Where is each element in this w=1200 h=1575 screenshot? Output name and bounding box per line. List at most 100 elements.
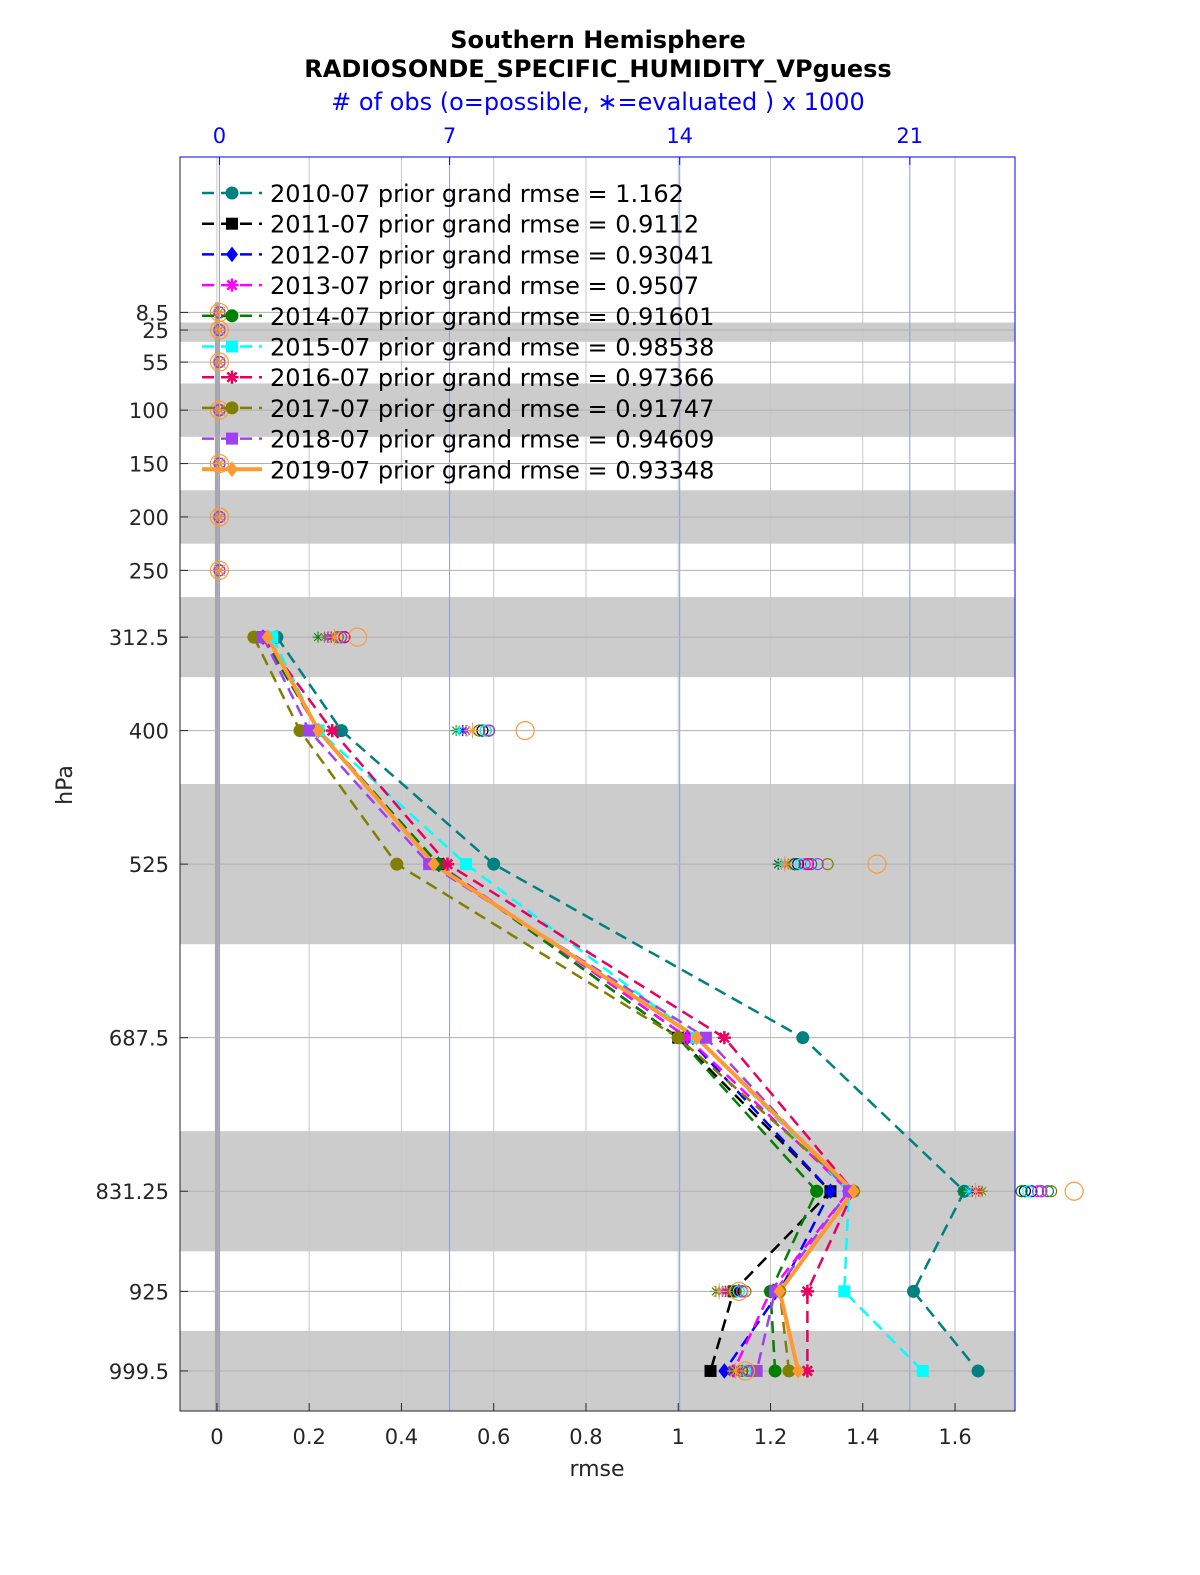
legend-marker — [226, 340, 238, 353]
legend-entry: 2010-07 prior grand rmse = 1.162 — [270, 180, 684, 208]
y-tick-label: 8.5 — [136, 301, 169, 325]
obs-possible-marker — [867, 854, 887, 874]
obs-evaluated-marker — [211, 322, 228, 339]
legend-marker — [226, 461, 238, 478]
legend-marker — [225, 309, 239, 323]
y-tick-label: 400 — [129, 720, 169, 744]
legend-marker — [226, 217, 238, 230]
y-tick-label: 150 — [129, 453, 169, 477]
obs-possible-marker — [729, 1281, 749, 1301]
data-point — [773, 1283, 786, 1300]
obs-evaluated-marker — [727, 1362, 744, 1379]
data-point — [971, 1364, 985, 1378]
obs-evaluated-marker — [464, 722, 481, 739]
obs-evaluated-marker — [211, 354, 228, 371]
x-tick-label: 1 — [672, 1425, 685, 1449]
data-point — [792, 1363, 805, 1379]
data-point — [796, 1031, 810, 1045]
legend-entry: 2012-07 prior grand rmse = 0.93041 — [270, 241, 714, 269]
legend-entry: 2017-07 prior grand rmse = 0.91747 — [270, 395, 714, 423]
obs-possible-marker — [209, 560, 230, 580]
obs-possible-marker — [1025, 1185, 1038, 1198]
y-tick-label: 25 — [142, 319, 169, 343]
y-tick-label: 312.5 — [109, 626, 169, 650]
y-tick-label: 100 — [129, 399, 169, 423]
legend-marker — [226, 432, 238, 445]
obs-possible-marker — [515, 720, 535, 741]
top-tick-label: 0 — [213, 124, 226, 148]
obs-possible-marker — [209, 507, 230, 527]
x-tick-label: 0.2 — [292, 1425, 325, 1449]
y-tick-label: 831.25 — [96, 1180, 169, 1204]
y-tick-label: 687.5 — [109, 1027, 169, 1051]
series-line — [261, 636, 851, 1372]
data-point — [704, 1364, 717, 1377]
top-tick-label: 21 — [896, 124, 923, 148]
obs-evaluated-marker — [211, 508, 228, 525]
series-line — [275, 636, 980, 1372]
obs-possible-marker — [347, 627, 368, 647]
legend-entry: 2013-07 prior grand rmse = 0.9507 — [270, 272, 699, 300]
data-point — [487, 857, 501, 871]
data-point — [907, 1284, 921, 1298]
shaded-bands — [180, 322, 1015, 1411]
legend-entry: 2018-07 prior grand rmse = 0.94609 — [270, 426, 714, 454]
x-tick-label: 1.4 — [846, 1425, 879, 1449]
data-point — [916, 1364, 929, 1377]
x-tick-label: 1.2 — [754, 1425, 787, 1449]
legend: 2010-07 prior grand rmse = 1.162 2011-07 … — [202, 180, 714, 484]
obs-possible-marker — [821, 858, 834, 871]
shaded-band — [180, 322, 1015, 342]
legend-marker — [226, 246, 238, 263]
obs-possible-marker — [1018, 1185, 1031, 1198]
series-line — [271, 636, 924, 1372]
obs-evaluated-marker — [211, 562, 228, 579]
series-lines — [252, 636, 980, 1372]
data-point — [717, 1031, 731, 1045]
y-tick-label: 250 — [129, 559, 169, 583]
obs-possible-marker — [209, 352, 230, 372]
top-axis-label: # of obs (o=possible, ∗=evaluated ) x 10… — [331, 88, 865, 116]
y-tick-label: 200 — [129, 506, 169, 530]
x-tick-label: 1.6 — [938, 1425, 971, 1449]
obs-possible-marker — [1035, 1185, 1048, 1198]
obs-possible-marker — [798, 858, 811, 871]
data-point — [460, 858, 473, 871]
data-point — [427, 856, 440, 872]
data-point — [718, 1363, 731, 1379]
legend-marker — [225, 401, 239, 415]
data-point — [810, 1184, 824, 1198]
series-line — [261, 636, 855, 1371]
obs-possible-marker — [209, 320, 230, 340]
obs-evaluated-marker — [967, 1183, 984, 1200]
series-line — [261, 636, 851, 1372]
data-point — [312, 722, 325, 739]
legend-marker — [225, 278, 239, 292]
axis-ticks: 0 0.2 0.4 0.6 0.8 1 1.2 1.4 1.6 0 7 14 21 8.525 55 100 1… — [96, 124, 972, 1449]
chart-subtitle: RADIOSONDE_SPECIFIC_HUMIDITY_VPguess — [304, 55, 891, 83]
data-point — [325, 723, 339, 738]
data-point — [390, 857, 404, 871]
x-tick-label: 0.6 — [477, 1425, 510, 1449]
data-point — [261, 629, 274, 645]
x-tick-label: 0 — [210, 1425, 223, 1449]
chart-title: Southern Hemisphere — [450, 26, 746, 54]
legend-marker — [225, 186, 239, 200]
legend-entry: 2014-07 prior grand rmse = 0.91601 — [270, 303, 714, 331]
obs-possible-marker — [1022, 1185, 1035, 1198]
obs-evaluated-marker — [711, 1283, 728, 1300]
legend-entry: 2011-07 prior grand rmse = 0.9112 — [270, 211, 699, 239]
obs-count-markers — [209, 302, 1084, 1381]
y-axis-label: hPa — [53, 765, 78, 805]
legend-entry: 2015-07 prior grand rmse = 0.98538 — [270, 334, 714, 362]
y-tick-label: 55 — [142, 351, 169, 375]
legend-entry: 2016-07 prior grand rmse = 0.97366 — [270, 364, 714, 392]
legend-entry: 2019-07 prior grand rmse = 0.93348 — [270, 456, 714, 484]
data-point — [303, 724, 316, 737]
obs-evaluated-marker — [326, 629, 343, 646]
top-tick-label: 7 — [443, 124, 456, 148]
obs-possible-marker — [1015, 1185, 1028, 1198]
y-tick-label: 999.5 — [109, 1360, 169, 1384]
top-tick-label: 14 — [666, 124, 693, 148]
obs-possible-marker — [805, 858, 818, 871]
